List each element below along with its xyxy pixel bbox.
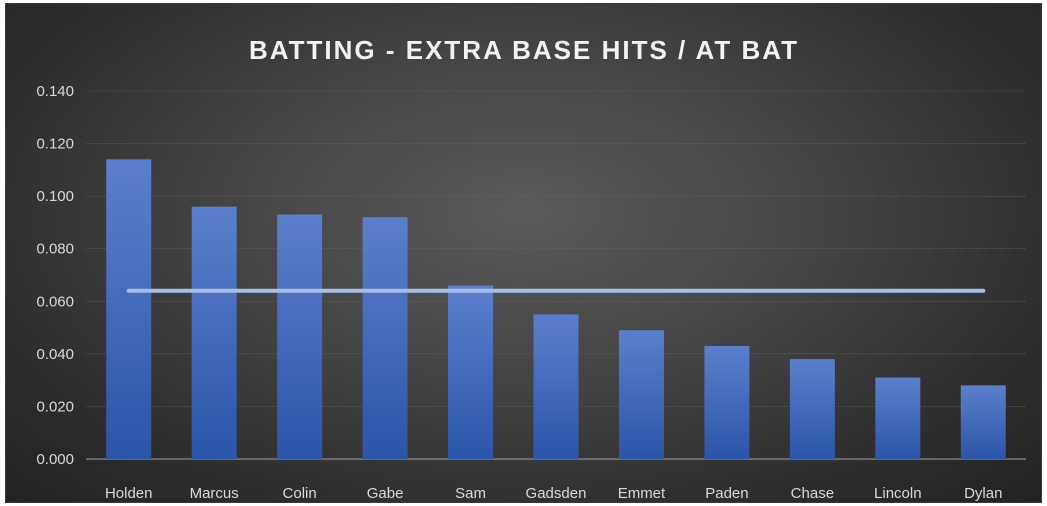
y-tick-label: 0.100: [36, 188, 74, 205]
y-tick-label: 0.080: [36, 241, 74, 258]
bar-chase: [789, 359, 835, 459]
x-category-label: Chase: [791, 485, 834, 502]
y-tick-label: 0.060: [36, 293, 74, 310]
bar-lincoln: [875, 377, 921, 459]
x-category-label: Gabe: [367, 485, 404, 502]
bar-gadsden: [533, 314, 579, 459]
bar-marcus: [191, 206, 237, 459]
bar-holden: [106, 159, 152, 460]
x-category-label: Paden: [705, 485, 748, 502]
y-tick-label: 0.020: [36, 398, 74, 415]
chart-frame: BATTING - EXTRA BASE HITS / AT BAT 0.000…: [5, 3, 1042, 503]
bar-chart: BATTING - EXTRA BASE HITS / AT BAT 0.000…: [36, 35, 1026, 502]
x-category-label: Dylan: [964, 485, 1002, 502]
x-category-label: Marcus: [190, 485, 239, 502]
bar-colin: [277, 214, 323, 459]
bar-dylan: [960, 385, 1006, 459]
x-category-label: Colin: [283, 485, 317, 502]
y-tick-label: 0.120: [36, 136, 74, 153]
bar-gabe: [362, 217, 408, 459]
x-category-label: Gadsden: [526, 485, 587, 502]
y-tick-label: 0.000: [36, 451, 74, 468]
chart-title: BATTING - EXTRA BASE HITS / AT BAT: [249, 35, 799, 65]
x-category-label: Holden: [105, 485, 153, 502]
x-category-label: Emmet: [618, 485, 666, 502]
bar-paden: [704, 345, 750, 459]
x-category-label: Sam: [455, 485, 486, 502]
bar-sam: [448, 285, 494, 459]
x-category-label: Lincoln: [874, 485, 922, 502]
bar-emmet: [618, 330, 664, 459]
y-tick-label: 0.140: [36, 83, 74, 100]
y-tick-label: 0.040: [36, 346, 74, 363]
